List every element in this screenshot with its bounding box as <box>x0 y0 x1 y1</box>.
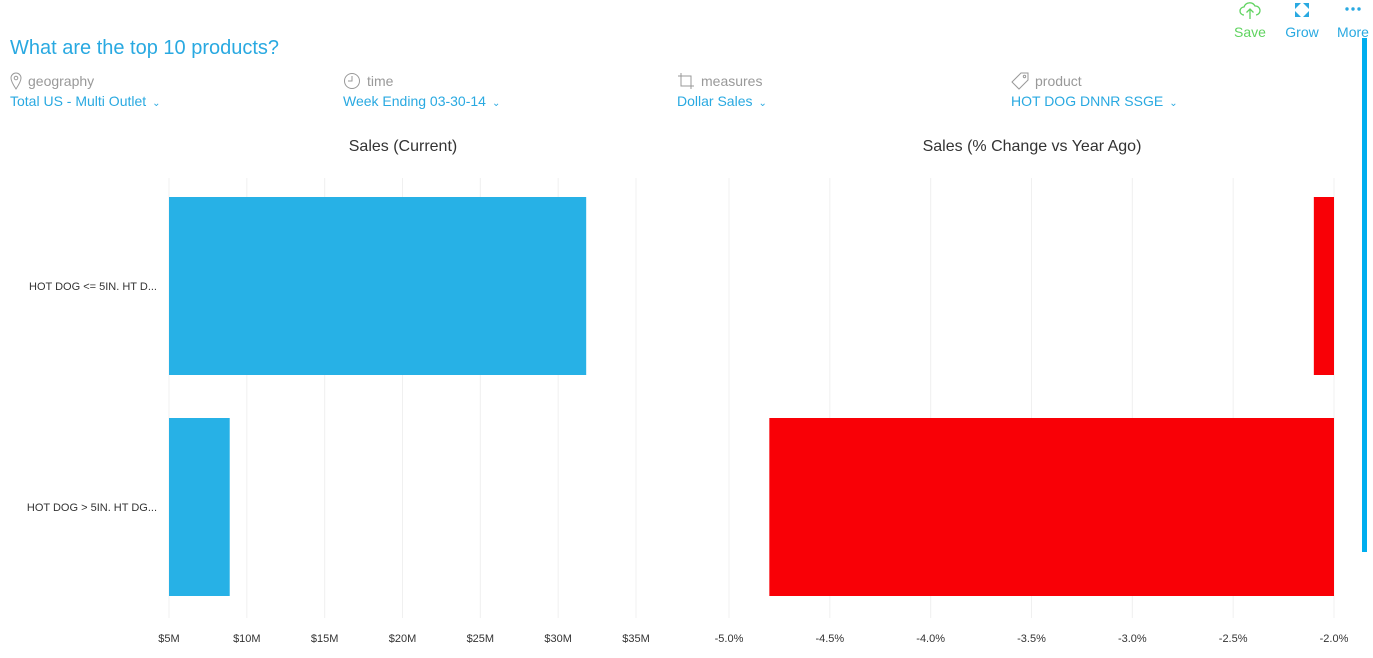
tick-label: -3.0% <box>1118 633 1147 645</box>
chevron-down-icon: ⌄ <box>491 98 501 109</box>
location-pin-icon <box>10 72 22 90</box>
filter-label: product <box>1035 73 1082 89</box>
measures-dropdown[interactable]: Dollar Sales ⌄ <box>677 93 767 109</box>
bar <box>169 418 230 596</box>
filter-value: Dollar Sales <box>677 93 753 109</box>
filter-label: measures <box>701 73 763 89</box>
crop-icon <box>678 73 694 89</box>
chevron-down-icon: ⌄ <box>152 98 161 109</box>
bar <box>169 197 587 375</box>
chart-title: Sales (% Change vs Year Ago) <box>923 138 1142 155</box>
tag-icon <box>1011 72 1029 90</box>
chevron-down-icon: ⌄ <box>758 98 767 109</box>
tick-label: $20M <box>389 633 417 645</box>
chart-title: Sales (Current) <box>349 138 457 155</box>
tick-label: $30M <box>544 633 572 645</box>
grow-button[interactable]: Grow <box>1277 0 1327 40</box>
tick-label: -2.5% <box>1219 633 1248 645</box>
tick-label: $15M <box>311 633 339 645</box>
tick-label: -4.5% <box>815 633 844 645</box>
scrollbar[interactable] <box>1362 38 1367 552</box>
category-label: HOT DOG > 5IN. HT DG... <box>27 502 157 514</box>
chevron-down-icon: ⌄ <box>1169 98 1178 109</box>
filter-time[interactable]: time Week Ending 03-30-14 ⌄ <box>343 72 500 109</box>
filter-label: time <box>367 73 394 89</box>
time-dropdown[interactable]: Week Ending 03-30-14 ⌄ <box>343 93 500 109</box>
filter-measures[interactable]: measures Dollar Sales ⌄ <box>677 72 767 109</box>
tick-label: $5M <box>158 633 179 645</box>
more-button[interactable]: More <box>1328 0 1373 40</box>
page-title: What are the top 10 products? <box>10 37 280 59</box>
tick-label: -4.0% <box>916 633 945 645</box>
save-label: Save <box>1234 24 1266 40</box>
filter-value: Total US - Multi Outlet <box>10 93 147 109</box>
bar <box>1313 197 1334 375</box>
cloud-upload-icon <box>1239 2 1261 19</box>
filter-label: geography <box>28 73 95 89</box>
filter-value: HOT DOG DNNR SSGE <box>1011 93 1164 109</box>
tick-label: -3.5% <box>1017 633 1046 645</box>
filter-product[interactable]: product HOT DOG DNNR SSGE ⌄ <box>1011 72 1178 109</box>
more-label: More <box>1337 24 1369 40</box>
bar <box>769 418 1334 596</box>
save-button[interactable]: Save <box>1225 0 1275 40</box>
geography-dropdown[interactable]: Total US - Multi Outlet ⌄ <box>10 93 161 109</box>
tick-label: $10M <box>233 633 261 645</box>
tick-label: $35M <box>622 633 650 645</box>
tick-label: -5.0% <box>715 633 744 645</box>
more-dots-icon <box>1345 7 1361 11</box>
filter-value: Week Ending 03-30-14 <box>343 93 486 109</box>
filter-geography[interactable]: geography Total US - Multi Outlet ⌄ <box>10 72 161 109</box>
product-dropdown[interactable]: HOT DOG DNNR SSGE ⌄ <box>1011 93 1178 109</box>
grow-label: Grow <box>1285 24 1319 40</box>
category-label: HOT DOG <= 5IN. HT D... <box>29 281 157 293</box>
tick-label: $25M <box>467 633 495 645</box>
tick-label: -2.0% <box>1320 633 1349 645</box>
clock-icon <box>344 73 360 89</box>
expand-icon <box>1295 3 1309 17</box>
